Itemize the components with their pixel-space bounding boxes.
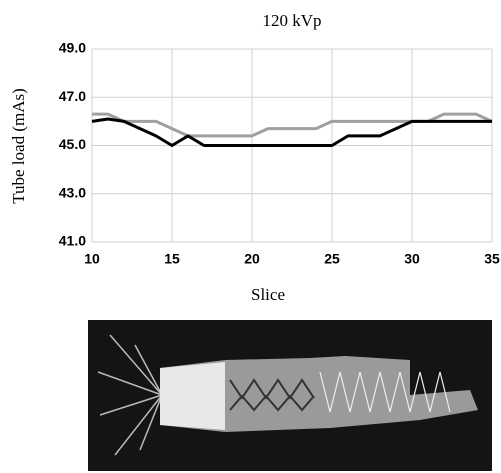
y-tick-label: 47.0 <box>59 88 86 104</box>
y-tick-label: 41.0 <box>59 233 86 249</box>
x-tick-label: 20 <box>244 251 260 267</box>
plot-area: 41.0 43.0 45.0 47.0 49.0 10 15 20 25 30 35 <box>59 40 500 267</box>
x-tick-label: 10 <box>84 251 100 267</box>
x-tick-label: 25 <box>324 251 340 267</box>
stent-photo <box>88 320 492 471</box>
x-tick-label: 15 <box>164 251 180 267</box>
y-tick-label: 49.0 <box>59 40 86 56</box>
y-tick-label: 43.0 <box>59 184 86 200</box>
x-axis-label: Slice <box>251 285 285 304</box>
y-tick-label: 45.0 <box>59 136 86 152</box>
x-tick-label: 35 <box>484 251 500 267</box>
data-line <box>91 117 492 147</box>
chart-title: 120 kVp <box>262 11 321 30</box>
y-axis-label: Tube load (mAs) <box>9 88 28 204</box>
x-tick-label: 30 <box>404 251 420 267</box>
